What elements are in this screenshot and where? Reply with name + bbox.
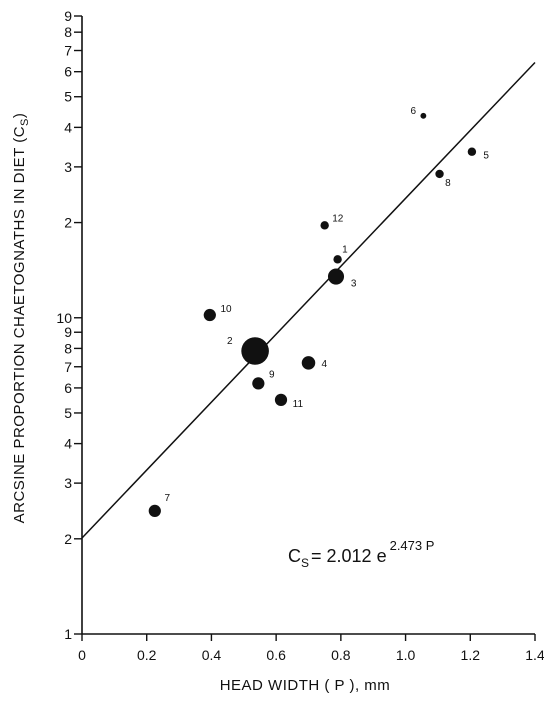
y-axis-title: ARCSINE PROPORTION CHAETOGNATHS IN DIET … (11, 113, 31, 524)
data-point (301, 356, 316, 370)
data-point (274, 393, 288, 406)
y-axis-title-close: ) (11, 113, 28, 119)
y-tick-label: 8 (64, 340, 72, 356)
y-axis-title-sub: S (19, 118, 31, 126)
data-point-label: 9 (269, 369, 275, 380)
x-tick-label: 1.2 (461, 647, 481, 663)
data-point-label: 5 (483, 151, 489, 162)
data-point-label: 7 (164, 493, 170, 504)
data-point (420, 112, 427, 119)
fit-equation: CS = 2.012 e2.473 P (288, 538, 434, 570)
y-tick-label: 4 (64, 119, 72, 135)
data-point (333, 255, 342, 264)
eq-lhs-sub: S (301, 556, 309, 570)
data-point (203, 308, 216, 322)
data-point (327, 268, 345, 285)
y-tick-label: 3 (64, 475, 72, 491)
data-point-label: 10 (220, 304, 232, 315)
eq-rhs: = 2.012 e (311, 546, 387, 566)
data-point-label: 11 (293, 399, 304, 410)
y-tick-label: 2 (64, 531, 72, 547)
y-tick-label: 7 (64, 359, 72, 375)
data-point-label: 12 (332, 213, 344, 224)
data-point-label: 3 (351, 279, 357, 290)
y-tick-label: 7 (64, 43, 72, 59)
x-tick-label: 0 (78, 647, 86, 663)
y-axis-title-main: ARCSINE PROPORTION CHAETOGNATHS IN DIET … (11, 126, 28, 523)
y-tick-label: 8 (64, 24, 72, 40)
y-tick-label: 5 (64, 405, 72, 421)
y-tick-label: 5 (64, 89, 72, 105)
fit-line-group (81, 61, 536, 539)
data-point (252, 377, 265, 390)
y-tick-label: 4 (64, 436, 72, 452)
data-point-label: 8 (445, 178, 451, 189)
x-tick-label: 1.4 (525, 647, 544, 663)
x-tick-label: 0.2 (137, 647, 157, 663)
x-tick-label: 0.6 (266, 647, 286, 663)
y-tick-label: 9 (64, 8, 72, 24)
y-tick-label: 6 (64, 64, 72, 80)
y-tick-label: 9 (64, 324, 72, 340)
y-tick-label: 2 (64, 215, 72, 231)
x-tick-label: 0.8 (331, 647, 351, 663)
data-point (320, 221, 329, 230)
y-tick-label: 1 (64, 626, 72, 642)
eq-exponent: 2.473 P (390, 538, 435, 553)
data-point (241, 337, 269, 365)
data-point (148, 504, 161, 518)
x-tick-label: 1.0 (396, 647, 416, 663)
x-ticks: 0 0.2 0.4 0.6 0.8 1.0 1.2 1.4 (78, 634, 544, 663)
data-point (435, 169, 444, 179)
data-point (467, 147, 477, 156)
y-tick-label: 6 (64, 380, 72, 396)
axes (81, 16, 535, 635)
data-point-label: 6 (410, 106, 416, 117)
data-point-label: 4 (322, 359, 328, 370)
y-axis-title-group: ARCSINE PROPORTION CHAETOGNATHS IN DIET … (11, 113, 31, 524)
y-tick-label: 3 (64, 159, 72, 175)
y-tick-label: 10 (56, 310, 72, 326)
regression-line (81, 61, 536, 539)
x-tick-label: 0.4 (202, 647, 222, 663)
data-point-label: 2 (227, 336, 233, 347)
eq-lhs: C (288, 546, 301, 566)
x-axis-title: HEAD WIDTH ( P ), mm (220, 677, 391, 694)
data-point-label: 1 (342, 244, 348, 255)
